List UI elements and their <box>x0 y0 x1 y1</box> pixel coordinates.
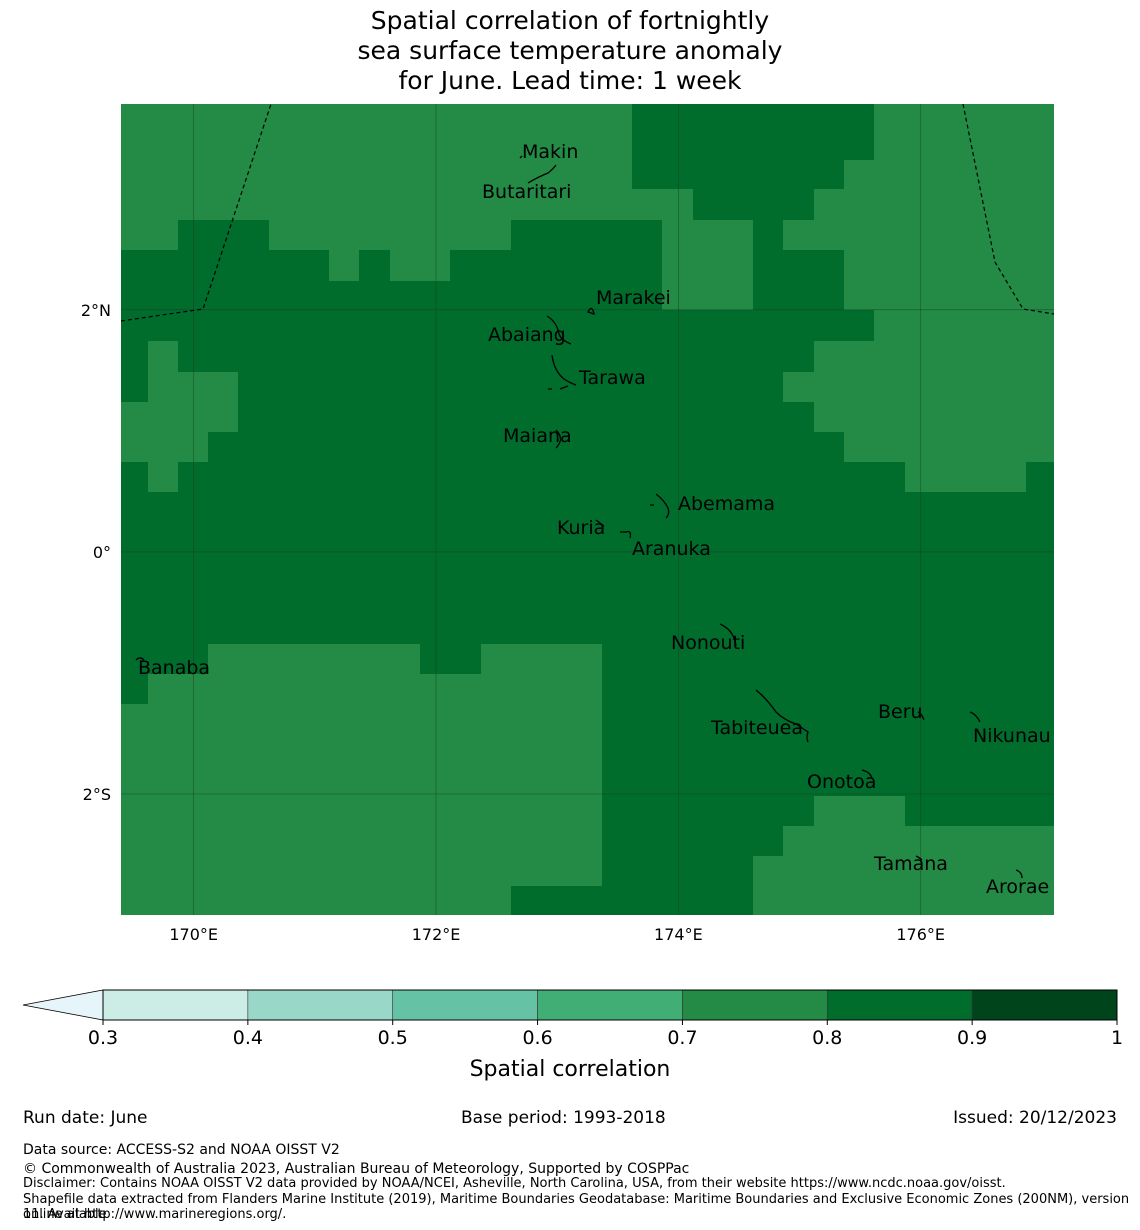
x-tick-label: 170°E <box>169 925 218 944</box>
gridlines <box>121 104 1054 915</box>
island-outline-15 <box>135 657 145 661</box>
data-source: Data source: ACCESS-S2 and NOAA OISST V2 <box>23 1142 340 1158</box>
island-outline-3 <box>546 315 572 345</box>
colorbar-tick-label: 0.5 <box>378 1027 408 1049</box>
eez-boundary-line-1 <box>120 103 272 322</box>
colorbar-bin <box>392 989 538 1021</box>
x-tick-label: 172°E <box>412 925 461 944</box>
title-line-1: Spatial correlation of fortnightly <box>370 6 770 35</box>
island-outline-6 <box>650 493 670 519</box>
y-tick-label: 0° <box>93 543 111 562</box>
x-tick-label: 176°E <box>896 925 945 944</box>
map-figure: Makin Butaritari Marakei Abaiang Tarawa Maian… <box>22 103 1123 1082</box>
island-outline-14 <box>1015 869 1023 879</box>
place-label-makin: Makin <box>522 141 578 163</box>
copyright: © Commonwealth of Australia 2023, Austra… <box>23 1161 690 1177</box>
island-outline-10 <box>917 711 925 721</box>
correlation-high-band <box>121 104 1054 915</box>
y-tick-label: 2°S <box>83 785 111 804</box>
island-outline-9 <box>755 689 809 743</box>
axis-ticks: 170°E 172°E 174°E 176°E 2°N 0° 2°S <box>81 301 945 944</box>
colorbar-tick-label: 0.9 <box>957 1027 987 1049</box>
colorbar-bin <box>826 989 973 1021</box>
place-label-nonouti: Nonouti <box>671 632 745 654</box>
title-line-2: sea surface temperature anomaly <box>357 36 783 65</box>
colorbar-title: Spatial correlation <box>470 1057 671 1082</box>
place-label-aranuka: Aranuka <box>632 538 711 560</box>
lower-correlation-pocket-1 <box>753 796 1054 915</box>
colorbar-bin <box>247 989 394 1021</box>
colorbar-tick-label: 0.6 <box>522 1027 552 1049</box>
place-label-onotoa: Onotoa <box>807 771 876 793</box>
colorbar-bin <box>537 989 683 1021</box>
title-line-3: for June. Lead time: 1 week <box>398 66 742 95</box>
place-label-abaiang: Abaiang <box>488 324 566 346</box>
place-label-marakei: Marakei <box>596 287 671 309</box>
island-outline-4 <box>548 354 577 390</box>
colorbar: 0.3 0.4 0.5 0.6 0.7 0.8 0.9 1 Spatial correlatio… <box>22 989 1123 1082</box>
colorbar-extend-arrow <box>22 989 104 1021</box>
eez-boundaries <box>120 103 1055 322</box>
colorbar-bin <box>682 989 828 1021</box>
run-date: Run date: June <box>23 1108 148 1128</box>
high-correlation-region-2 <box>511 826 632 915</box>
place-label-beru: Beru <box>878 701 923 723</box>
island-outline-13 <box>915 855 923 861</box>
colorbar-bin <box>971 989 1118 1021</box>
x-tick-label: 174°E <box>654 925 703 944</box>
island-outline-1 <box>519 155 557 184</box>
island-outline-12 <box>861 769 873 779</box>
high-correlation-region-1 <box>121 104 1054 915</box>
place-label-banaba: Banaba <box>138 657 210 679</box>
place-labels: Makin Butaritari Marakei Abaiang Tarawa Maian… <box>138 141 1051 898</box>
place-label-arorae: Arorae <box>986 876 1049 898</box>
colorbar-bin <box>102 989 249 1021</box>
place-label-maiana: Maiana <box>503 425 572 447</box>
island-outline-11 <box>969 711 981 723</box>
place-label-abemama: Abemama <box>678 493 775 515</box>
colorbar-tick-label: 0.4 <box>233 1027 263 1049</box>
eez-boundary-line-2 <box>962 103 1055 315</box>
island-outline-8 <box>719 623 737 647</box>
correlation-map: Makin Butaritari Marakei Abaiang Tarawa Maian… <box>120 103 1055 915</box>
place-label-tarawa: Tarawa <box>578 367 646 389</box>
y-tick-label: 2°N <box>81 301 111 320</box>
place-label-butaritari: Butaritari <box>482 181 571 203</box>
base-period: Base period: 1993-2018 <box>461 1108 666 1128</box>
colorbar-tick-label: 0.7 <box>667 1027 697 1049</box>
high-correlation-region-3 <box>905 796 1054 826</box>
island-outline-5 <box>555 429 562 449</box>
colorbar-tick-label: 0.3 <box>88 1027 118 1049</box>
colorbar-frame <box>102 989 1118 1021</box>
island-outline-7 <box>595 519 632 539</box>
place-label-tamana: Tamana <box>873 853 948 875</box>
disclaimer: Disclaimer: Contains NOAA OISST V2 data … <box>23 1176 1006 1191</box>
island-outline-2 <box>587 307 595 315</box>
place-label-kuria: Kuria <box>557 517 605 539</box>
island-outlines <box>135 155 1023 879</box>
colorbar-tick-label: 0.8 <box>812 1027 842 1049</box>
colorbar-tick-label: 1 <box>1111 1027 1123 1049</box>
place-label-nikunau: Nikunau <box>973 725 1051 747</box>
shapefile-credit-2: online at http://www.marineregions.org/. <box>23 1207 287 1222</box>
map-title: Spatial correlation of fortnightly sea s… <box>0 6 1140 96</box>
shapefile-credit-1: Shapefile data extracted from Flanders M… <box>23 1192 1130 1222</box>
issued-date: Issued: 20/12/2023 <box>953 1108 1117 1128</box>
place-label-tabiteuea: Tabiteuea <box>710 717 803 739</box>
